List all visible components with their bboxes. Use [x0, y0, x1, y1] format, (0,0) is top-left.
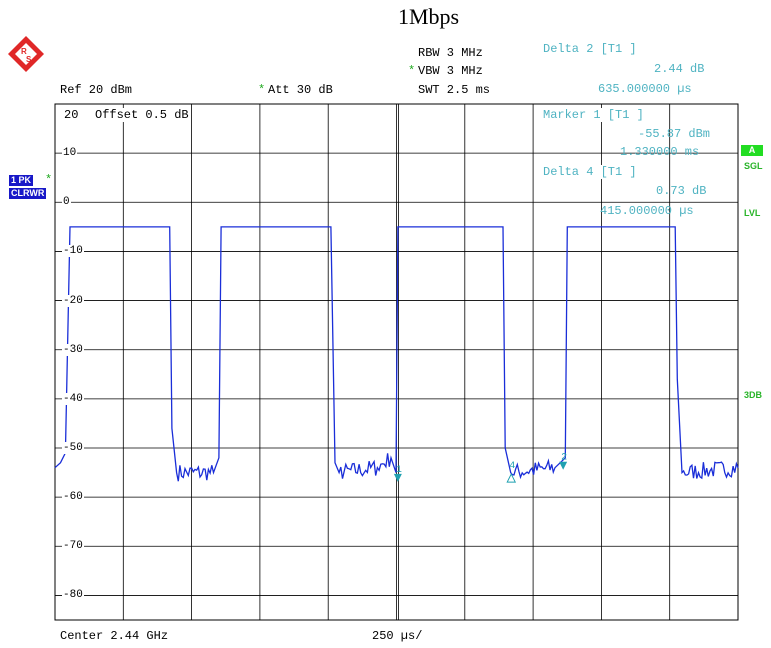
y-tick-label: -60 [62, 491, 84, 504]
delta2-time: 635.000000 µs [598, 82, 692, 96]
marker-2-symbol [559, 461, 568, 470]
marker-1-symbol [393, 473, 402, 482]
sweep-time-label: SWT 2.5 ms [418, 83, 491, 97]
marker1-time: 1.330000 ms [620, 145, 700, 159]
marker1-label: Marker 1 [T1 ] [543, 108, 644, 122]
y-tick-label: -70 [62, 540, 84, 553]
y-tick-label: 0 [62, 196, 71, 209]
ref-level-label: Ref 20 dBm [60, 83, 133, 97]
y-tick-label: -10 [62, 245, 84, 258]
rs-logo: R S [8, 36, 44, 72]
marker-layer: 1 2 4 [393, 453, 568, 483]
ref-tick-20: 20 [64, 108, 79, 122]
trace-mode-badge: CLRWR [9, 188, 47, 199]
attenuation-label: Att 30 dB [268, 83, 333, 97]
y-tick-label: -50 [62, 442, 84, 454]
vbw-label: VBW 3 MHz [418, 64, 483, 78]
time-per-division-label: 250 µs/ [372, 629, 423, 643]
y-tick-label: -20 [62, 294, 84, 307]
trace-line [54, 226, 739, 482]
y-tick-label: -40 [62, 392, 84, 405]
trace-detector-badge: 1 PK [9, 175, 34, 186]
svg-text:R: R [21, 47, 27, 56]
center-frequency-label: Center 2.44 GHz [60, 629, 169, 643]
rbw-label: RBW 3 MHz [418, 46, 483, 60]
side-label-3db: 3DB [744, 390, 763, 400]
marker-1-label: 1 [396, 465, 402, 476]
att-star: * [258, 83, 266, 97]
y-tick-label: 10 [62, 147, 78, 160]
y-tick-label: -80 [62, 589, 84, 602]
delta2-label: Delta 2 [T1 ] [543, 42, 637, 56]
side-label-sgl: SGL [744, 161, 763, 171]
trace-star: * [45, 173, 53, 187]
delta4-level: 0.73 dB [656, 184, 707, 198]
marker-2-label: 2 [561, 453, 567, 464]
y-tick-label: -30 [62, 343, 84, 356]
delta4-label: Delta 4 [T1 ] [543, 165, 637, 179]
delta2-level: 2.44 dB [654, 62, 705, 76]
marker-4-label: 4 [509, 461, 515, 472]
vbw-star: * [408, 64, 416, 78]
delta4-time: 415.000000 µs [600, 204, 694, 218]
side-label-a: A [741, 145, 763, 156]
trace-layer [54, 226, 739, 482]
offset-label: Offset 0.5 dB [95, 108, 189, 122]
marker-4-symbol [506, 472, 517, 483]
svg-text:S: S [26, 55, 32, 64]
marker1-level: -55.87 dBm [638, 127, 711, 141]
side-label-lvl: LVL [744, 208, 761, 218]
chart-title: 1Mbps [398, 4, 460, 29]
